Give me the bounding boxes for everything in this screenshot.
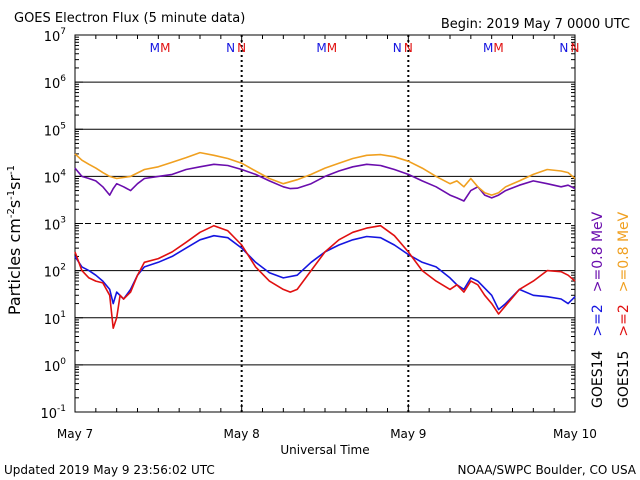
y-axis-label-exp2: -1 — [6, 190, 17, 200]
series-line-goes15-ge2 — [74, 224, 576, 329]
legend-goes15-sat: GOES15 — [616, 351, 632, 408]
updated-timestamp: Updated 2019 May 9 23:56:02 UTC — [4, 463, 215, 477]
y-tick-label: 106 — [44, 74, 67, 92]
data-source: NOAA/SWPC Boulder, CO USA — [458, 463, 637, 477]
marker-label: M — [150, 41, 160, 55]
y-axis-label: Particles cm-2s-1sr-1 — [5, 165, 24, 315]
marker-label: N — [237, 41, 246, 55]
y-tick-label: 102 — [44, 263, 66, 281]
y-axis-label-s: s — [5, 200, 24, 208]
y-axis-label-main: Particles cm — [5, 218, 24, 315]
y-tick-label: 103 — [44, 216, 66, 234]
y-tick-label: 104 — [44, 168, 67, 186]
legend-goes15-ge2: >=2 — [616, 304, 632, 336]
y-axis-label-exp3: -1 — [6, 165, 17, 175]
y-tick-label: 107 — [44, 27, 66, 45]
y-axis-label-sr: sr — [5, 175, 24, 190]
marker-label: N — [404, 41, 413, 55]
series-line-goes15-ge08 — [74, 151, 576, 196]
legend-goes15-ge08: >=0.8 MeV — [616, 211, 632, 292]
marker-label: N — [571, 41, 580, 55]
series-lines — [74, 151, 576, 329]
x-tick-labels: May 7 May 8 May 9 May 10 — [57, 427, 597, 441]
marker-label: M — [483, 41, 493, 55]
marker-label: M — [493, 41, 503, 55]
day-separators — [74, 35, 576, 412]
marker-label: M — [316, 41, 326, 55]
y-axis-label-exp1: -2 — [6, 208, 17, 218]
legend-goes14: GOES14 >=2 >=0.8 MeV — [590, 211, 606, 408]
y-tick-labels: 107 106 105 104 103 102 101 100 10-1 — [40, 27, 66, 422]
x-tick-label: May 9 — [390, 427, 426, 441]
x-tick-label: May 7 — [57, 427, 93, 441]
y-tick-label: 100 — [44, 357, 67, 375]
x-tick-label: May 8 — [224, 427, 260, 441]
marker-label: N — [559, 41, 568, 55]
y-tick-label: 101 — [44, 310, 66, 328]
legend-goes14-sat: GOES14 — [590, 350, 606, 408]
y-tick-label: 10-1 — [40, 404, 66, 422]
marker-label: N — [226, 41, 235, 55]
series-line-goes14-ge08 — [74, 163, 576, 202]
legend-goes14-ge08: >=0.8 MeV — [590, 211, 606, 292]
begin-time: Begin: 2019 May 7 0000 UTC — [441, 17, 630, 32]
x-tick-label: May 10 — [553, 427, 597, 441]
marker-label: M — [327, 41, 337, 55]
y-tick-label: 105 — [44, 121, 66, 139]
legend-goes14-ge2: >=2 — [590, 304, 606, 336]
x-axis-label: Universal Time — [280, 443, 369, 457]
legend-goes15: GOES15 >=2 >=0.8 MeV — [616, 211, 632, 408]
marker-label: M — [160, 41, 170, 55]
marker-label: N — [393, 41, 402, 55]
chart-title: GOES Electron Flux (5 minute data) — [14, 11, 245, 26]
